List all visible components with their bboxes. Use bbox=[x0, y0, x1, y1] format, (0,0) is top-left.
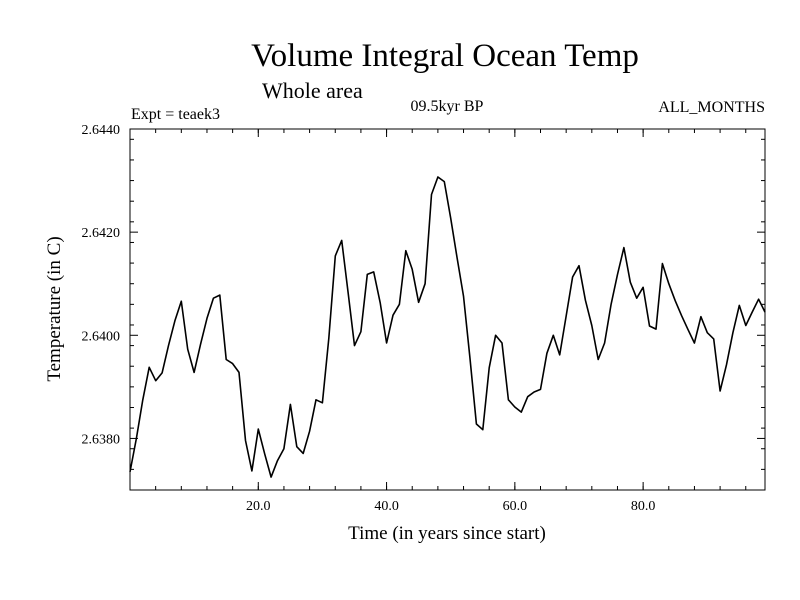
y-tick-label: 2.6420 bbox=[82, 226, 121, 241]
x-tick-label: 20.0 bbox=[246, 499, 271, 514]
minor-ticks bbox=[130, 129, 765, 490]
months-label: ALL_MONTHS bbox=[658, 99, 765, 116]
y-tick-label: 2.6440 bbox=[82, 123, 121, 138]
x-tick-label: 40.0 bbox=[374, 499, 399, 514]
chart-subtitle: Whole area bbox=[262, 78, 363, 103]
y-tick-label: 2.6380 bbox=[82, 432, 121, 447]
x-tick-label: 60.0 bbox=[503, 499, 528, 514]
expt-label: Expt = teaek3 bbox=[131, 106, 220, 123]
chart-title: Volume Integral Ocean Temp bbox=[251, 38, 639, 74]
y-axis: 2.6380 2.6400 2.6420 2.6440 bbox=[82, 123, 765, 447]
y-axis-label: Temperature (in C) bbox=[44, 236, 65, 381]
series-line bbox=[129, 176, 766, 478]
x-axis-label: Time (in years since start) bbox=[348, 523, 546, 544]
plot-frame bbox=[129, 128, 766, 491]
x-tick-label: 80.0 bbox=[631, 499, 656, 514]
period-label: 09.5kyr BP bbox=[411, 98, 484, 115]
y-tick-label: 2.6400 bbox=[82, 329, 121, 344]
x-axis: 20.0 40.0 60.0 80.0 bbox=[246, 129, 655, 514]
